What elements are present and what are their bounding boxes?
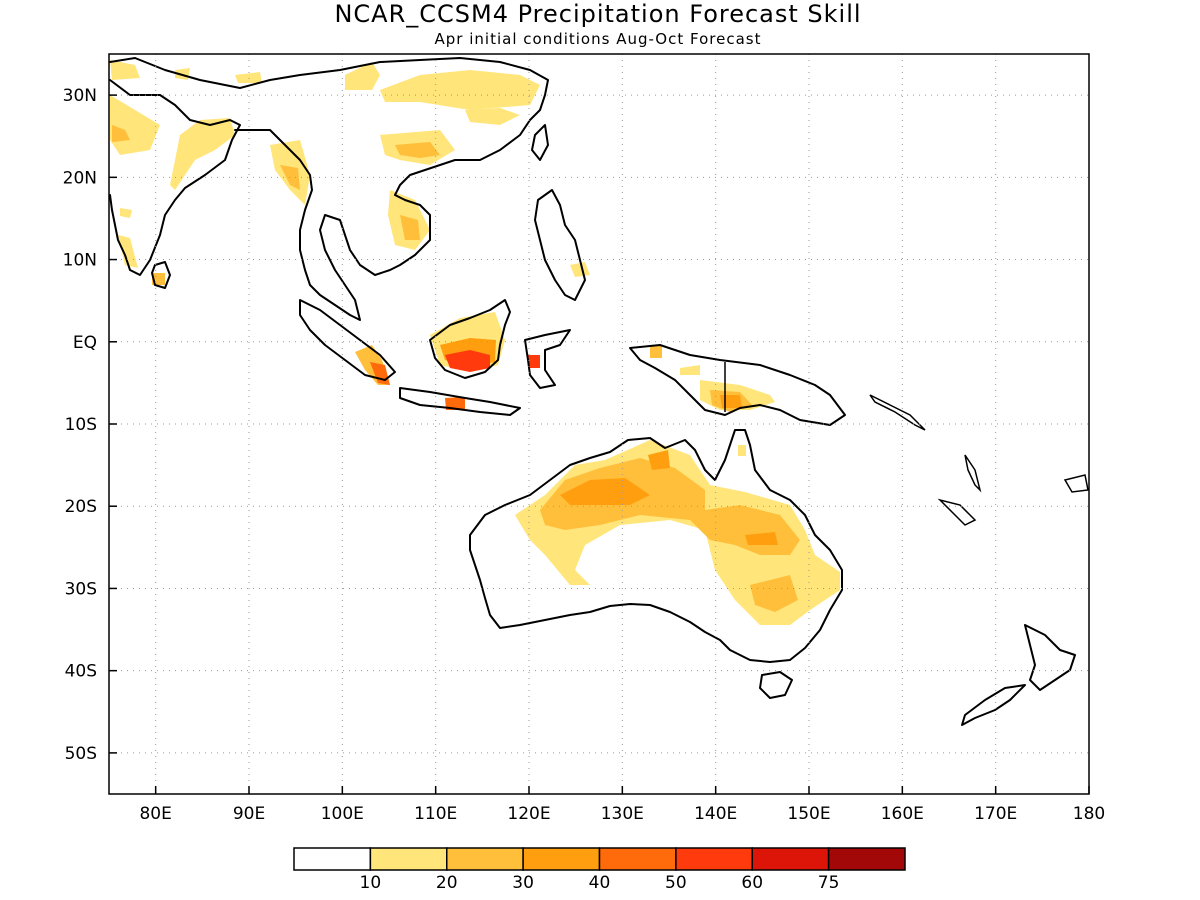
lat-tick-label: 20S [65,497,97,517]
lon-tick-label: 100E [321,804,364,824]
lat-tick-label: 20N [63,168,97,188]
lat-tick-label: EQ [73,333,97,353]
colorbar-label: 20 [436,873,458,893]
lon-tick-label: 150E [787,804,830,824]
colorbar-label: 50 [665,873,687,893]
lon-tick-label: 110E [414,804,457,824]
lon-tick-label: 140E [694,804,737,824]
colorbar-label: 40 [589,873,611,893]
lon-tick-label: 160E [881,804,924,824]
lat-tick-label: 50S [65,744,97,764]
lat-tick-label: 40S [65,662,97,682]
colorbar-segment [751,847,830,871]
lat-tick-label: 30N [63,86,97,106]
longitude-axis: 80E 90E 100E 110E 120E 130E 140E 150E 160E 170E 18… [139,786,1105,824]
colorbar: 10 20 30 40 50 60 75 [293,847,906,893]
lat-tick-label: 10S [65,415,97,435]
lon-tick-label: 80E [139,804,171,824]
colorbar-segment [446,847,524,871]
colorbar-label: 10 [360,873,382,893]
colorbar-segment [598,847,677,871]
map-title: NCAR_CCSM4 Precipitation Forecast Skill [334,0,861,28]
gridlines [109,54,1089,794]
lon-tick-label: 170E [974,804,1017,824]
map-frame [108,53,1090,795]
colorbar-label: 60 [741,873,763,893]
lon-tick-label: 90E [233,804,265,824]
colorbar-segment [675,847,753,871]
colorbar-segment [827,847,906,871]
skill-shading [110,60,840,625]
lat-tick-label: 30S [65,579,97,599]
lat-tick-label: 10N [63,251,97,271]
map-subtitle: Apr initial conditions Aug-Oct Forecast [435,30,762,48]
colorbar-segment [293,847,372,871]
colorbar-label: 75 [818,873,840,893]
lon-tick-label: 130E [601,804,644,824]
colorbar-segment [369,847,448,871]
latitude-axis: 30N 20N 10N EQ 10S 20S 30S 40S 50S [63,86,117,764]
colorbar-segment [522,847,601,871]
lon-tick-label: 120E [507,804,550,824]
colorbar-label: 30 [512,873,534,893]
coastlines [109,57,1089,726]
lon-tick-label: 180 [1073,804,1105,824]
